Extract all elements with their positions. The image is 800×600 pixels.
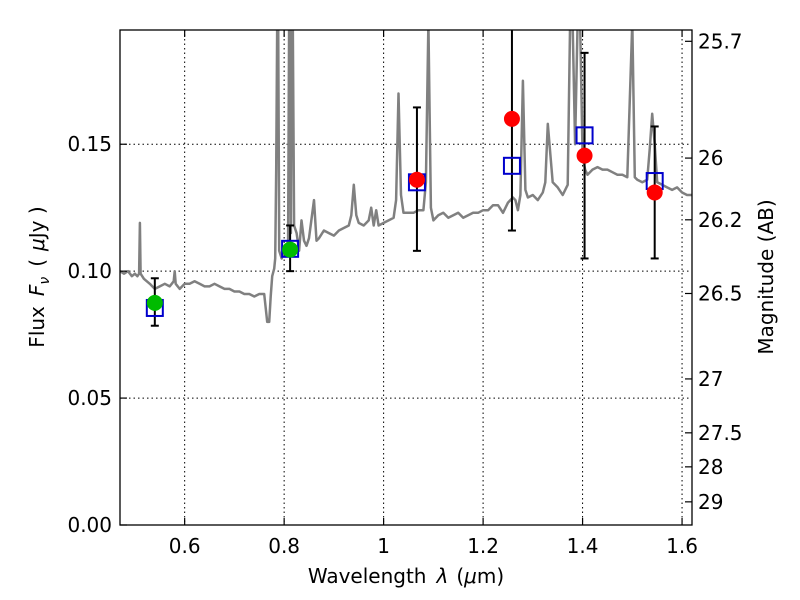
y2-tick-label: 26.5 bbox=[698, 281, 743, 305]
x-tick-label: 1.4 bbox=[567, 534, 599, 558]
observed-flux-point bbox=[646, 184, 663, 201]
x-tick-label: 0.8 bbox=[268, 534, 300, 558]
y-tick-label: 0.05 bbox=[67, 386, 112, 410]
x-tick-label: 0.6 bbox=[169, 534, 201, 558]
y2-tick-label: 29 bbox=[698, 490, 723, 514]
grid-lines bbox=[120, 30, 692, 526]
x-axis-title: Wavelength λ (μm) bbox=[308, 564, 504, 588]
y-tick-label: 0.00 bbox=[67, 513, 112, 537]
observed-flux-markers bbox=[146, 110, 663, 311]
x-tick-label: 1.6 bbox=[666, 534, 698, 558]
y2-axis-ticks: 25.7 26 26.2 26.5 27 27.5 28 29 bbox=[685, 29, 743, 514]
sed-model-line bbox=[120, 30, 692, 324]
y2-tick-label: 26.2 bbox=[698, 208, 743, 232]
y-axis-title: FluxFν(μJy ) bbox=[25, 206, 53, 347]
error-bars bbox=[150, 30, 659, 327]
model-flux-square bbox=[575, 126, 594, 145]
x-tick-label: 1.2 bbox=[467, 534, 499, 558]
y2-tick-label: 27 bbox=[698, 367, 723, 391]
observed-flux-point bbox=[503, 110, 520, 127]
y2-tick-label: 26 bbox=[698, 146, 723, 170]
observed-flux-point bbox=[282, 241, 299, 258]
y2-tick-label: 27.5 bbox=[698, 421, 743, 445]
x-axis-ticks: 0.6 0.8 1 1.2 1.4 1.6 bbox=[169, 30, 698, 558]
y-tick-label: 0.10 bbox=[67, 259, 112, 283]
y-tick-label: 0.15 bbox=[67, 132, 112, 156]
plot-frame bbox=[119, 29, 693, 526]
observed-flux-point bbox=[146, 294, 163, 311]
observed-flux-point bbox=[408, 171, 425, 188]
y2-tick-label: 28 bbox=[698, 455, 723, 479]
y2-tick-label: 25.7 bbox=[698, 29, 743, 53]
y-axis-ticks: 0.00 0.05 0.10 0.15 bbox=[67, 132, 127, 537]
y2-axis-title: Magnitude (AB) bbox=[754, 199, 778, 354]
x-tick-label: 1 bbox=[377, 534, 390, 558]
observed-flux-point bbox=[576, 147, 593, 164]
model-flux-square bbox=[502, 156, 521, 175]
